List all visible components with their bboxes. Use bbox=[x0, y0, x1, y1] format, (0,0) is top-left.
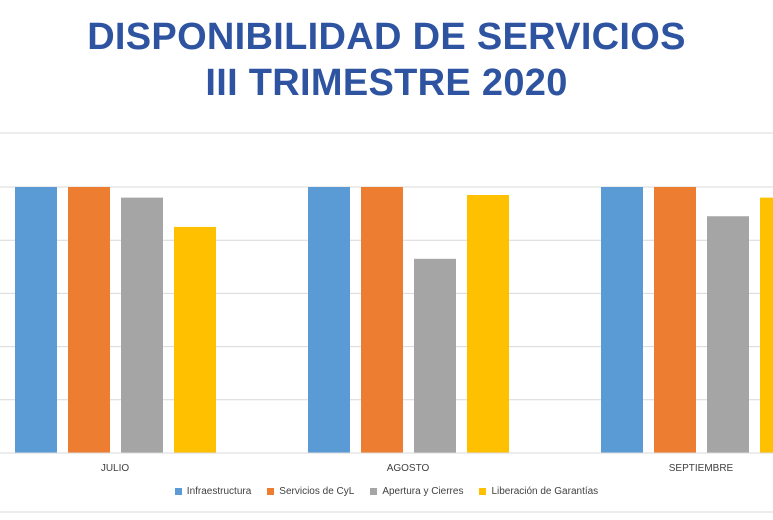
legend-item-servicios: Servicios de CyL bbox=[267, 486, 354, 497]
bar-servicios-de-cyl-julio bbox=[68, 187, 110, 453]
legend-swatch-liberacion bbox=[479, 488, 487, 495]
legend: Infraestructura Servicios de CyL Apertur… bbox=[0, 486, 773, 497]
x-tick-label: AGOSTO bbox=[387, 463, 430, 474]
legend-swatch-apertura bbox=[370, 488, 378, 495]
legend-label-servicios: Servicios de CyL bbox=[279, 486, 355, 497]
bar-infraestructura-agosto bbox=[308, 187, 350, 453]
legend-label-liberacion: Liberación de Garantías bbox=[491, 486, 599, 497]
bar-liberaci-n-de-garant-as-julio bbox=[174, 226, 216, 453]
bar-apertura-y-cierres-julio bbox=[121, 197, 163, 453]
x-tick-label: SEPTIEMBRE bbox=[669, 463, 734, 474]
bar-apertura-y-cierres-agosto bbox=[414, 258, 456, 453]
legend-item-liberacion: Liberación de Garantías bbox=[479, 486, 598, 497]
legend-item-infraestructura: Infraestructura bbox=[174, 486, 252, 497]
bar-liberaci-n-de-garant-as-agosto bbox=[467, 194, 509, 454]
legend-swatch-servicios bbox=[267, 488, 275, 495]
chart-title-line2: III TRIMESTRE 2020 bbox=[205, 62, 568, 104]
bar-apertura-y-cierres-septiembre bbox=[707, 216, 749, 453]
bar-infraestructura-septiembre bbox=[601, 187, 643, 453]
chart-title-line1: DISPONIBILIDAD DE SERVICIOS bbox=[87, 16, 686, 58]
bar-servicios-de-cyl-agosto bbox=[361, 187, 403, 453]
bar-infraestructura-julio bbox=[15, 187, 57, 453]
bar-liberaci-n-de-garant-as-septiembre bbox=[760, 197, 773, 453]
legend-label-apertura: Apertura y Cierres bbox=[382, 486, 464, 497]
bar-servicios-de-cyl-septiembre bbox=[654, 187, 696, 453]
x-tick-label: JULIO bbox=[101, 463, 130, 474]
legend-label-infraestructura: Infraestructura bbox=[186, 486, 252, 497]
legend-swatch-infraestructura bbox=[174, 488, 182, 495]
legend-item-apertura: Apertura y Cierres bbox=[370, 486, 463, 497]
chart-title: DISPONIBILIDAD DE SERVICIOS III TRIMESTR… bbox=[0, 14, 773, 106]
